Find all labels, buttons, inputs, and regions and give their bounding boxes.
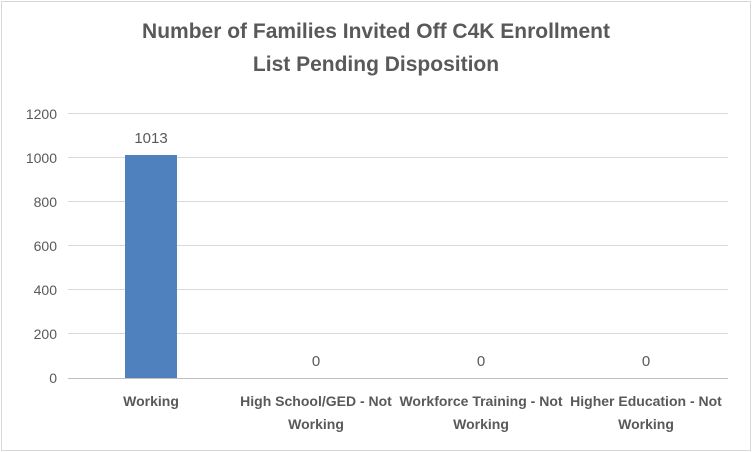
data-label-0: 1013 bbox=[134, 130, 168, 147]
x-axis-category-label-0: Working bbox=[123, 393, 179, 409]
x-axis-category-label-3: Higher Education - Not Working bbox=[570, 393, 722, 432]
y-axis-tick-label-600: 600 bbox=[33, 238, 57, 254]
chart-title-line-1: Number of Families Invited Off C4K Enrol… bbox=[142, 20, 610, 43]
gridline-1000 bbox=[68, 157, 728, 158]
y-axis-tick-label-1000: 1000 bbox=[25, 150, 57, 166]
y-axis-tick-label-0: 0 bbox=[49, 370, 57, 386]
data-label-2: 0 bbox=[476, 353, 486, 370]
bar-0 bbox=[125, 155, 177, 378]
chart-title-line-2: List Pending Disposition bbox=[252, 53, 500, 76]
gridline-200 bbox=[68, 333, 728, 334]
gridline-1200 bbox=[68, 113, 728, 114]
data-label-3: 0 bbox=[641, 353, 651, 370]
gridline-400 bbox=[68, 289, 728, 290]
y-axis-tick-label-200: 200 bbox=[33, 326, 57, 342]
x-axis-category-label-1: High School/GED - Not Working bbox=[240, 393, 392, 432]
plot-area: 1013 0 0 0 bbox=[68, 113, 728, 379]
y-axis-tick-label-400: 400 bbox=[33, 282, 57, 298]
y-axis-tick-label-1200: 1200 bbox=[25, 106, 57, 122]
gridline-600 bbox=[68, 245, 728, 246]
data-label-1: 0 bbox=[311, 353, 321, 370]
x-axis-line bbox=[68, 378, 728, 379]
x-axis-category-label-2: Workforce Training - Not Working bbox=[399, 393, 563, 432]
gridline-800 bbox=[68, 201, 728, 202]
chart-title: Number of Families Invited Off C4K Enrol… bbox=[0, 15, 752, 81]
y-axis-tick-label-800: 800 bbox=[33, 194, 57, 210]
